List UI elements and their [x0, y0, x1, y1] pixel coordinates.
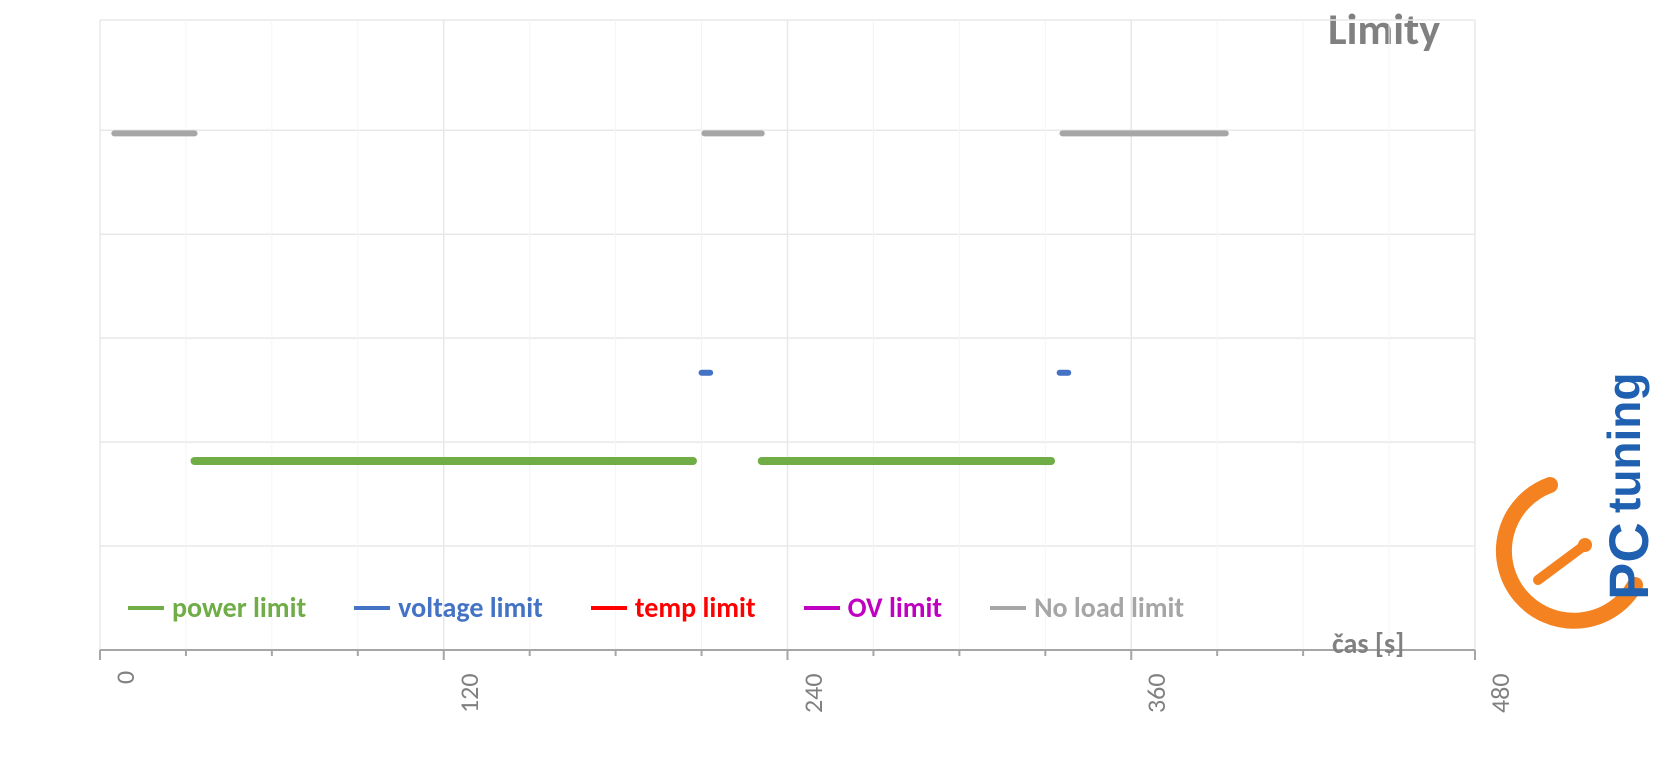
x-tick-label: 480 — [1484, 673, 1516, 713]
legend-item: voltage limit — [354, 590, 543, 625]
legend-swatch — [990, 606, 1026, 610]
legend-label: No load limit — [1034, 590, 1184, 625]
x-tick-label: 360 — [1140, 673, 1172, 713]
legend-swatch — [128, 606, 164, 610]
legend-swatch — [591, 606, 627, 610]
logo-tagline: tuning — [1598, 373, 1650, 514]
legend-label: voltage limit — [398, 590, 543, 625]
plot-area — [0, 0, 1657, 772]
legend-label: temp limit — [635, 590, 756, 625]
legend-item: power limit — [128, 590, 306, 625]
x-tick-label: 240 — [797, 673, 829, 713]
legend-swatch — [354, 606, 390, 610]
x-tick-label: 0 — [109, 671, 141, 684]
legend-swatch — [804, 606, 840, 610]
logo-svg: PC tuning — [1490, 335, 1657, 635]
legend-item: No load limit — [990, 590, 1184, 625]
logo-brand: PC — [1597, 522, 1657, 600]
pctuning-logo: PC tuning — [1490, 335, 1657, 635]
x-tick-label: 120 — [453, 673, 485, 713]
legend-item: temp limit — [591, 590, 756, 625]
legend-label: power limit — [172, 590, 306, 625]
legend-label: OV limit — [848, 590, 942, 625]
x-axis-label: čas [s] — [1332, 626, 1404, 661]
legend-item: OV limit — [804, 590, 942, 625]
legend: power limit voltage limit temp limit OV lim… — [128, 590, 1184, 625]
